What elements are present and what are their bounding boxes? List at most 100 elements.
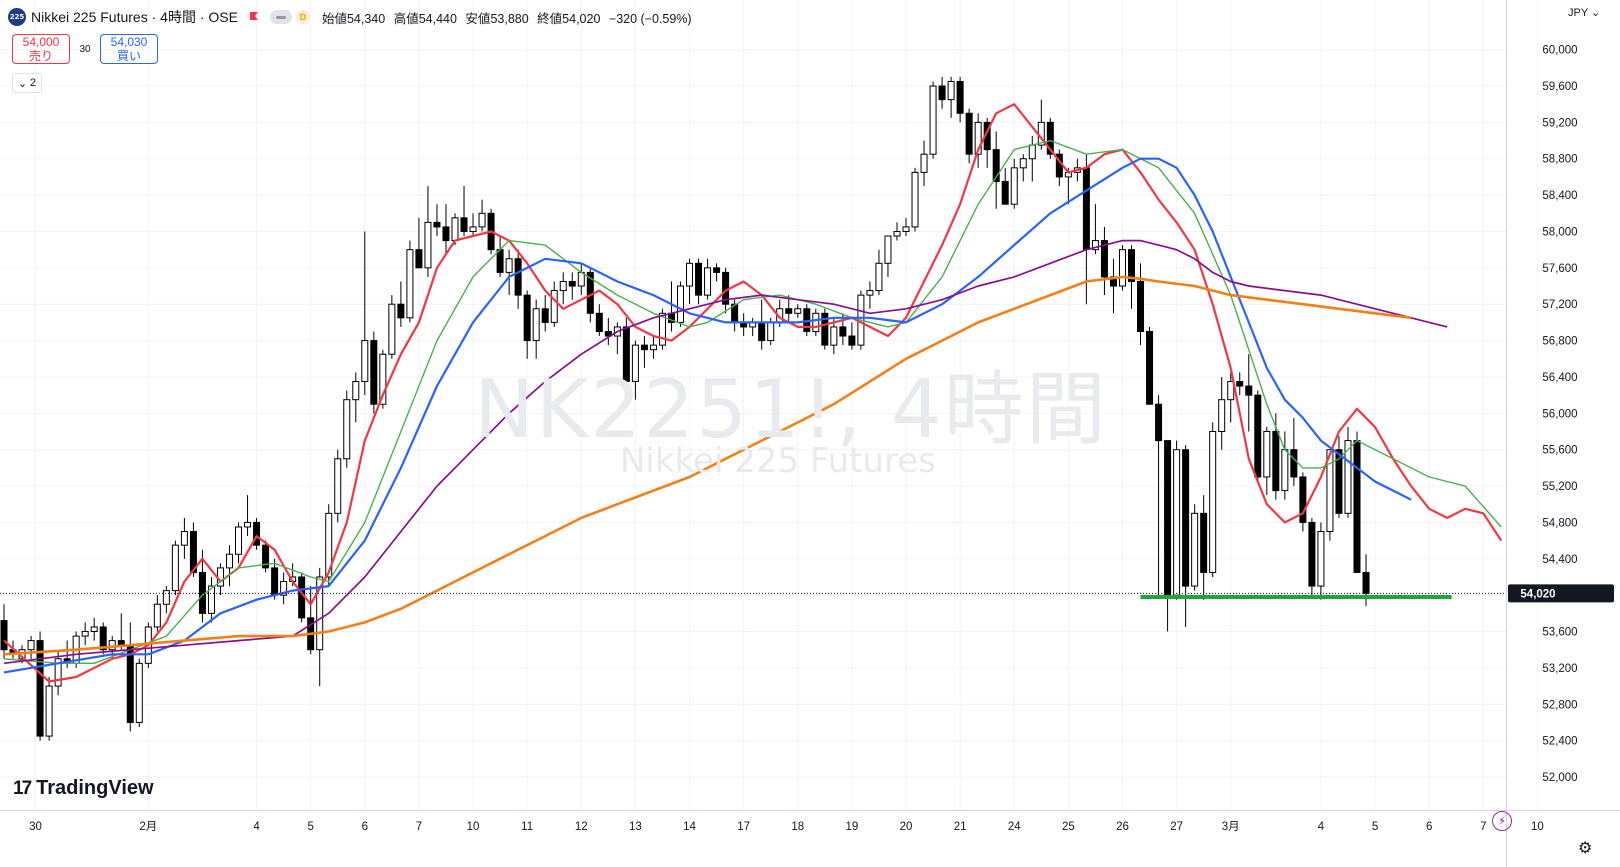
candle-body (1290, 449, 1298, 478)
candle (496, 236, 504, 277)
candle (704, 258, 712, 300)
candle-body (343, 399, 351, 460)
candle (1317, 522, 1325, 600)
candle (280, 572, 288, 605)
price-tick-label: 56,800 (1542, 336, 1577, 348)
price-tick-label: 60,000 (1542, 45, 1577, 57)
symbol-watermark: NK2251!, 4時間 (474, 363, 1108, 456)
candle-body (622, 326, 630, 382)
candle (974, 113, 982, 168)
currency-selector[interactable]: JPY ⌄ (1568, 6, 1600, 19)
price-tick-label: 53,600 (1542, 627, 1577, 639)
candle-body (1164, 440, 1172, 596)
price-tick-label: 56,400 (1542, 372, 1577, 384)
candle (1164, 440, 1172, 632)
candle-body (1236, 380, 1244, 387)
time-tick-label: 25 (1062, 821, 1075, 833)
candle (433, 204, 441, 237)
candle (992, 131, 1000, 209)
candle (478, 199, 486, 232)
candle-body (207, 585, 215, 614)
candle-body (433, 221, 441, 228)
price-tick-label: 54,800 (1542, 517, 1577, 529)
time-tick-label: 18 (791, 821, 804, 833)
candle (1263, 426, 1271, 496)
candle-body (1118, 249, 1126, 287)
time-tick-label: 10 (1531, 821, 1544, 833)
candle (0, 604, 8, 659)
candle (902, 217, 910, 237)
candle-body (911, 171, 919, 228)
candle (1091, 204, 1099, 255)
candle (235, 522, 243, 564)
candle-body (280, 581, 288, 596)
candle (550, 281, 558, 327)
buy-label: 買い (116, 49, 141, 63)
candle-body (460, 217, 468, 232)
time-tick-label: 4 (253, 821, 260, 833)
candle (370, 331, 378, 414)
candle-body (848, 335, 856, 346)
time-tick-label: 26 (1116, 821, 1129, 833)
visibility-toggle-icon[interactable] (269, 10, 292, 24)
candle (649, 336, 657, 359)
time-tick-label: 17 (737, 821, 750, 833)
moving-average-line-4 (3, 239, 1448, 665)
candle-body (758, 321, 766, 342)
candle (541, 295, 549, 332)
flag-icon[interactable] (248, 11, 260, 23)
candle (361, 231, 369, 396)
sell-button[interactable]: 54,000 売り (12, 34, 70, 64)
candle (1191, 504, 1199, 591)
candle (90, 617, 98, 641)
tradingview-logo[interactable]: 17 TradingView (13, 777, 154, 800)
candle-body (938, 85, 946, 101)
candle-body (424, 221, 432, 269)
candle-body (649, 344, 657, 351)
gear-icon[interactable]: ⚙ (1578, 840, 1593, 857)
candle (794, 304, 802, 318)
candle (1010, 158, 1018, 209)
candle (262, 540, 270, 573)
candle-body (379, 353, 387, 405)
candle (253, 517, 261, 550)
price-tick-label: 58,800 (1542, 154, 1577, 166)
candle (875, 249, 883, 296)
candle-body (1028, 144, 1036, 160)
candle-body (36, 640, 44, 737)
candle (442, 204, 450, 255)
candle-body (929, 85, 937, 155)
candle-body (1091, 240, 1099, 251)
candle (640, 336, 648, 368)
candle-body (1353, 440, 1361, 573)
candle (126, 622, 134, 732)
time-tick-label: 20 (900, 821, 913, 833)
price-tick-label: 59,600 (1542, 81, 1577, 93)
lightning-icon[interactable]: ⚡ (1492, 811, 1512, 831)
candle-body (27, 640, 35, 651)
candle (1290, 417, 1298, 487)
candle (758, 299, 766, 350)
candle-body (884, 235, 892, 264)
symbol-title[interactable]: Nikkei 225 Futures · 4時間 · OSE (31, 9, 238, 25)
indicators-toggle-button[interactable]: ⌄ 2 (12, 73, 42, 93)
close-value: 54,020 (562, 11, 601, 26)
candle-body (541, 308, 549, 323)
candle-body (1308, 521, 1316, 587)
candle (36, 631, 44, 741)
indicator-count: 2 (30, 77, 37, 89)
candle (1019, 154, 1027, 182)
time-tick-label: 13 (629, 821, 642, 833)
candle-body (920, 153, 928, 173)
candle (189, 522, 197, 577)
candle (911, 167, 919, 232)
candle-body (442, 226, 450, 242)
buy-button[interactable]: 54,030 買い (100, 34, 158, 64)
candle (740, 313, 748, 337)
time-tick-label: 11 (521, 821, 533, 833)
candle (559, 272, 567, 305)
spread-value: 30 (79, 43, 91, 55)
time-tick-label: 10 (467, 821, 480, 833)
candle-body (370, 340, 378, 405)
